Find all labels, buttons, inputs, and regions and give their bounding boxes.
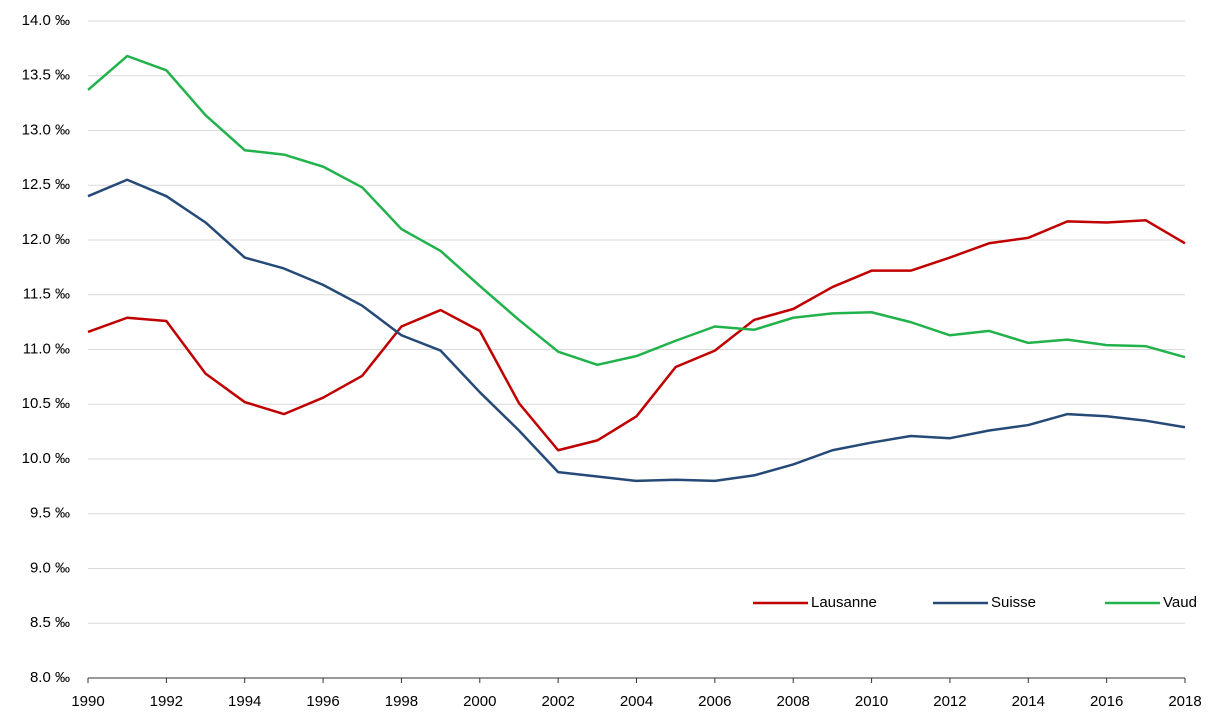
y-tick-label: 10.0 ‰ (22, 450, 70, 467)
x-tick-label: 1992 (150, 693, 183, 710)
x-tick-label: 2008 (777, 693, 810, 710)
legend-label: Vaud (1163, 594, 1197, 611)
y-tick-label: 12.0 ‰ (22, 231, 70, 248)
x-tick-label: 2000 (463, 693, 496, 710)
x-tick-label: 1994 (228, 693, 261, 710)
series-line (87, 54, 1186, 367)
x-tick-label: 2012 (933, 693, 966, 710)
y-tick-label: 9.5 ‰ (30, 505, 70, 522)
y-tick-label: 12.5 ‰ (22, 176, 70, 193)
y-tick-label: 13.0 ‰ (22, 121, 70, 138)
x-tick-label: 2014 (1012, 693, 1045, 710)
x-tick-label: 2010 (855, 693, 888, 710)
y-tick-label: 13.5 ‰ (22, 67, 70, 84)
x-tick-label: 1990 (71, 693, 104, 710)
y-tick-label: 11.5 ‰ (23, 286, 70, 303)
y-tick-label: 11.0 ‰ (23, 340, 70, 357)
y-tick-label: 8.0 ‰ (30, 669, 70, 686)
y-tick-label: 9.0 ‰ (30, 559, 70, 576)
x-tick-label: 2016 (1090, 693, 1123, 710)
y-tick-label: 8.5 ‰ (30, 614, 70, 631)
series-line (87, 178, 1186, 483)
x-tick-label: 2018 (1168, 693, 1201, 710)
x-tick-label: 2002 (541, 693, 574, 710)
x-tick-label: 2006 (698, 693, 731, 710)
x-tick-label: 1996 (306, 693, 339, 710)
x-tick-label: 2004 (620, 693, 653, 710)
y-tick-label: 14.0 ‰ (22, 12, 70, 29)
y-tick-label: 10.5 ‰ (22, 395, 70, 412)
x-tick-label: 1998 (385, 693, 418, 710)
series-line (87, 219, 1186, 452)
legend-label: Suisse (991, 594, 1036, 611)
legend-label: Lausanne (811, 594, 877, 611)
